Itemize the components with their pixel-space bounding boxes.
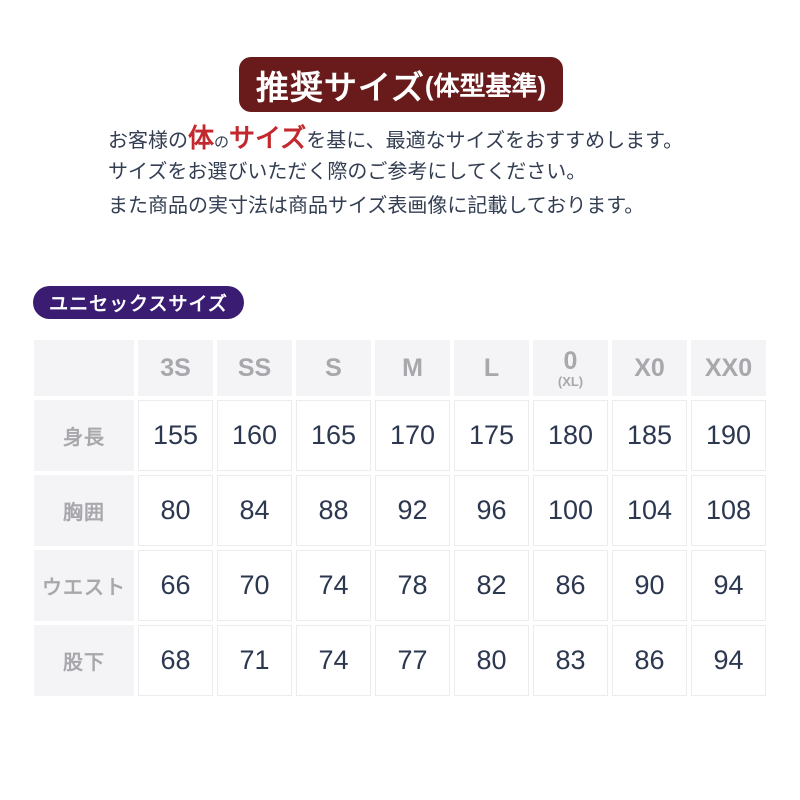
size-column-header-x0: X0 — [612, 340, 687, 396]
measurement-row-label: ウエスト — [34, 550, 134, 621]
intro-line-1-post: を基に、最適なサイズをおすすめします。 — [306, 130, 684, 152]
size-value-cell: 66 — [138, 550, 213, 621]
size-value-cell: 77 — [375, 625, 450, 696]
size-value-cell: 100 — [533, 475, 608, 546]
intro-particle: の — [214, 134, 230, 151]
size-column-label: X0 — [634, 353, 665, 382]
size-column-header-s: S — [296, 340, 371, 396]
size-table: 3S SS S M L 0 (XL) X0 XX0 身長 155 160 165 170 175 180 18… — [30, 336, 770, 700]
size-value-cell: 94 — [691, 550, 766, 621]
measurement-row-label: 股下 — [34, 625, 134, 696]
size-value-cell: 155 — [138, 400, 213, 471]
intro-line-1: お客様の体のサイズ を基に、最適なサイズをおすすめします。 — [108, 121, 748, 155]
size-value-cell: 96 — [454, 475, 529, 546]
intro-line-2: サイズをお選びいただく際のご参考にしてください。 — [108, 161, 587, 183]
size-value-cell: 78 — [375, 550, 450, 621]
unisex-size-badge: ユニセックスサイズ — [33, 286, 244, 319]
size-column-label: XX0 — [704, 353, 753, 382]
size-value-cell: 71 — [217, 625, 292, 696]
intro-emphasis-size: サイズ — [229, 123, 307, 153]
size-value-cell: 83 — [533, 625, 608, 696]
size-value-cell: 74 — [296, 625, 371, 696]
size-value-cell: 84 — [217, 475, 292, 546]
size-value-cell: 175 — [454, 400, 529, 471]
size-value-cell: 80 — [138, 475, 213, 546]
intro-text: お客様の体のサイズ を基に、最適なサイズをおすすめします。 サイズをお選びいただく… — [108, 121, 748, 223]
size-column-header-l: L — [454, 340, 529, 396]
intro-line-3: また商品の実寸法は商品サイズ表画像に記載しております。 — [108, 195, 645, 217]
size-column-header-ss: SS — [217, 340, 292, 396]
size-table-row: 身長 155 160 165 170 175 180 185 190 — [34, 400, 766, 471]
size-value-cell: 170 — [375, 400, 450, 471]
recommended-size-banner: 推奨サイズ (体型基準) — [239, 57, 563, 112]
banner-title-sub: (体型基準) — [424, 71, 547, 101]
size-value-cell: 180 — [533, 400, 608, 471]
size-value-cell: 165 — [296, 400, 371, 471]
size-value-cell: 88 — [296, 475, 371, 546]
size-table-row: 胸囲 80 84 88 92 96 100 104 108 — [34, 475, 766, 546]
size-value-cell: 74 — [296, 550, 371, 621]
size-table-body: 身長 155 160 165 170 175 180 185 190 胸囲 80 84 88 92 96 10… — [34, 400, 766, 696]
size-value-cell: 86 — [612, 625, 687, 696]
size-value-cell: 70 — [217, 550, 292, 621]
size-column-label: 3S — [160, 353, 191, 382]
size-column-label: S — [325, 353, 342, 382]
size-table-row: ウエスト 66 70 74 78 82 86 90 94 — [34, 550, 766, 621]
size-value-cell: 90 — [612, 550, 687, 621]
size-table-corner-cell — [34, 340, 134, 396]
size-value-cell: 68 — [138, 625, 213, 696]
size-table-row: 股下 68 71 74 77 80 83 86 94 — [34, 625, 766, 696]
size-column-label: 0 — [563, 346, 578, 375]
measurement-row-label: 身長 — [34, 400, 134, 471]
size-value-cell: 108 — [691, 475, 766, 546]
size-value-cell: 80 — [454, 625, 529, 696]
size-column-sublabel: (XL) — [557, 373, 584, 389]
size-column-header-0: 0 (XL) — [533, 340, 608, 396]
size-value-cell: 94 — [691, 625, 766, 696]
size-value-cell: 190 — [691, 400, 766, 471]
size-value-cell: 92 — [375, 475, 450, 546]
size-value-cell: 104 — [612, 475, 687, 546]
size-value-cell: 160 — [217, 400, 292, 471]
intro-line-1-pre: お客様の — [108, 130, 188, 152]
size-column-header-3s: 3S — [138, 340, 213, 396]
size-column-label: L — [483, 353, 500, 382]
size-value-cell: 185 — [612, 400, 687, 471]
size-value-cell: 86 — [533, 550, 608, 621]
size-table-header-row: 3S SS S M L 0 (XL) X0 XX0 — [34, 340, 766, 396]
size-column-label: M — [402, 353, 423, 382]
size-column-header-m: M — [375, 340, 450, 396]
size-column-header-xx0: XX0 — [691, 340, 766, 396]
banner-title-main: 推奨サイズ — [255, 68, 425, 106]
size-column-label: SS — [237, 353, 272, 382]
intro-emphasis-body: 体 — [188, 123, 215, 153]
measurement-row-label: 胸囲 — [34, 475, 134, 546]
size-value-cell: 82 — [454, 550, 529, 621]
